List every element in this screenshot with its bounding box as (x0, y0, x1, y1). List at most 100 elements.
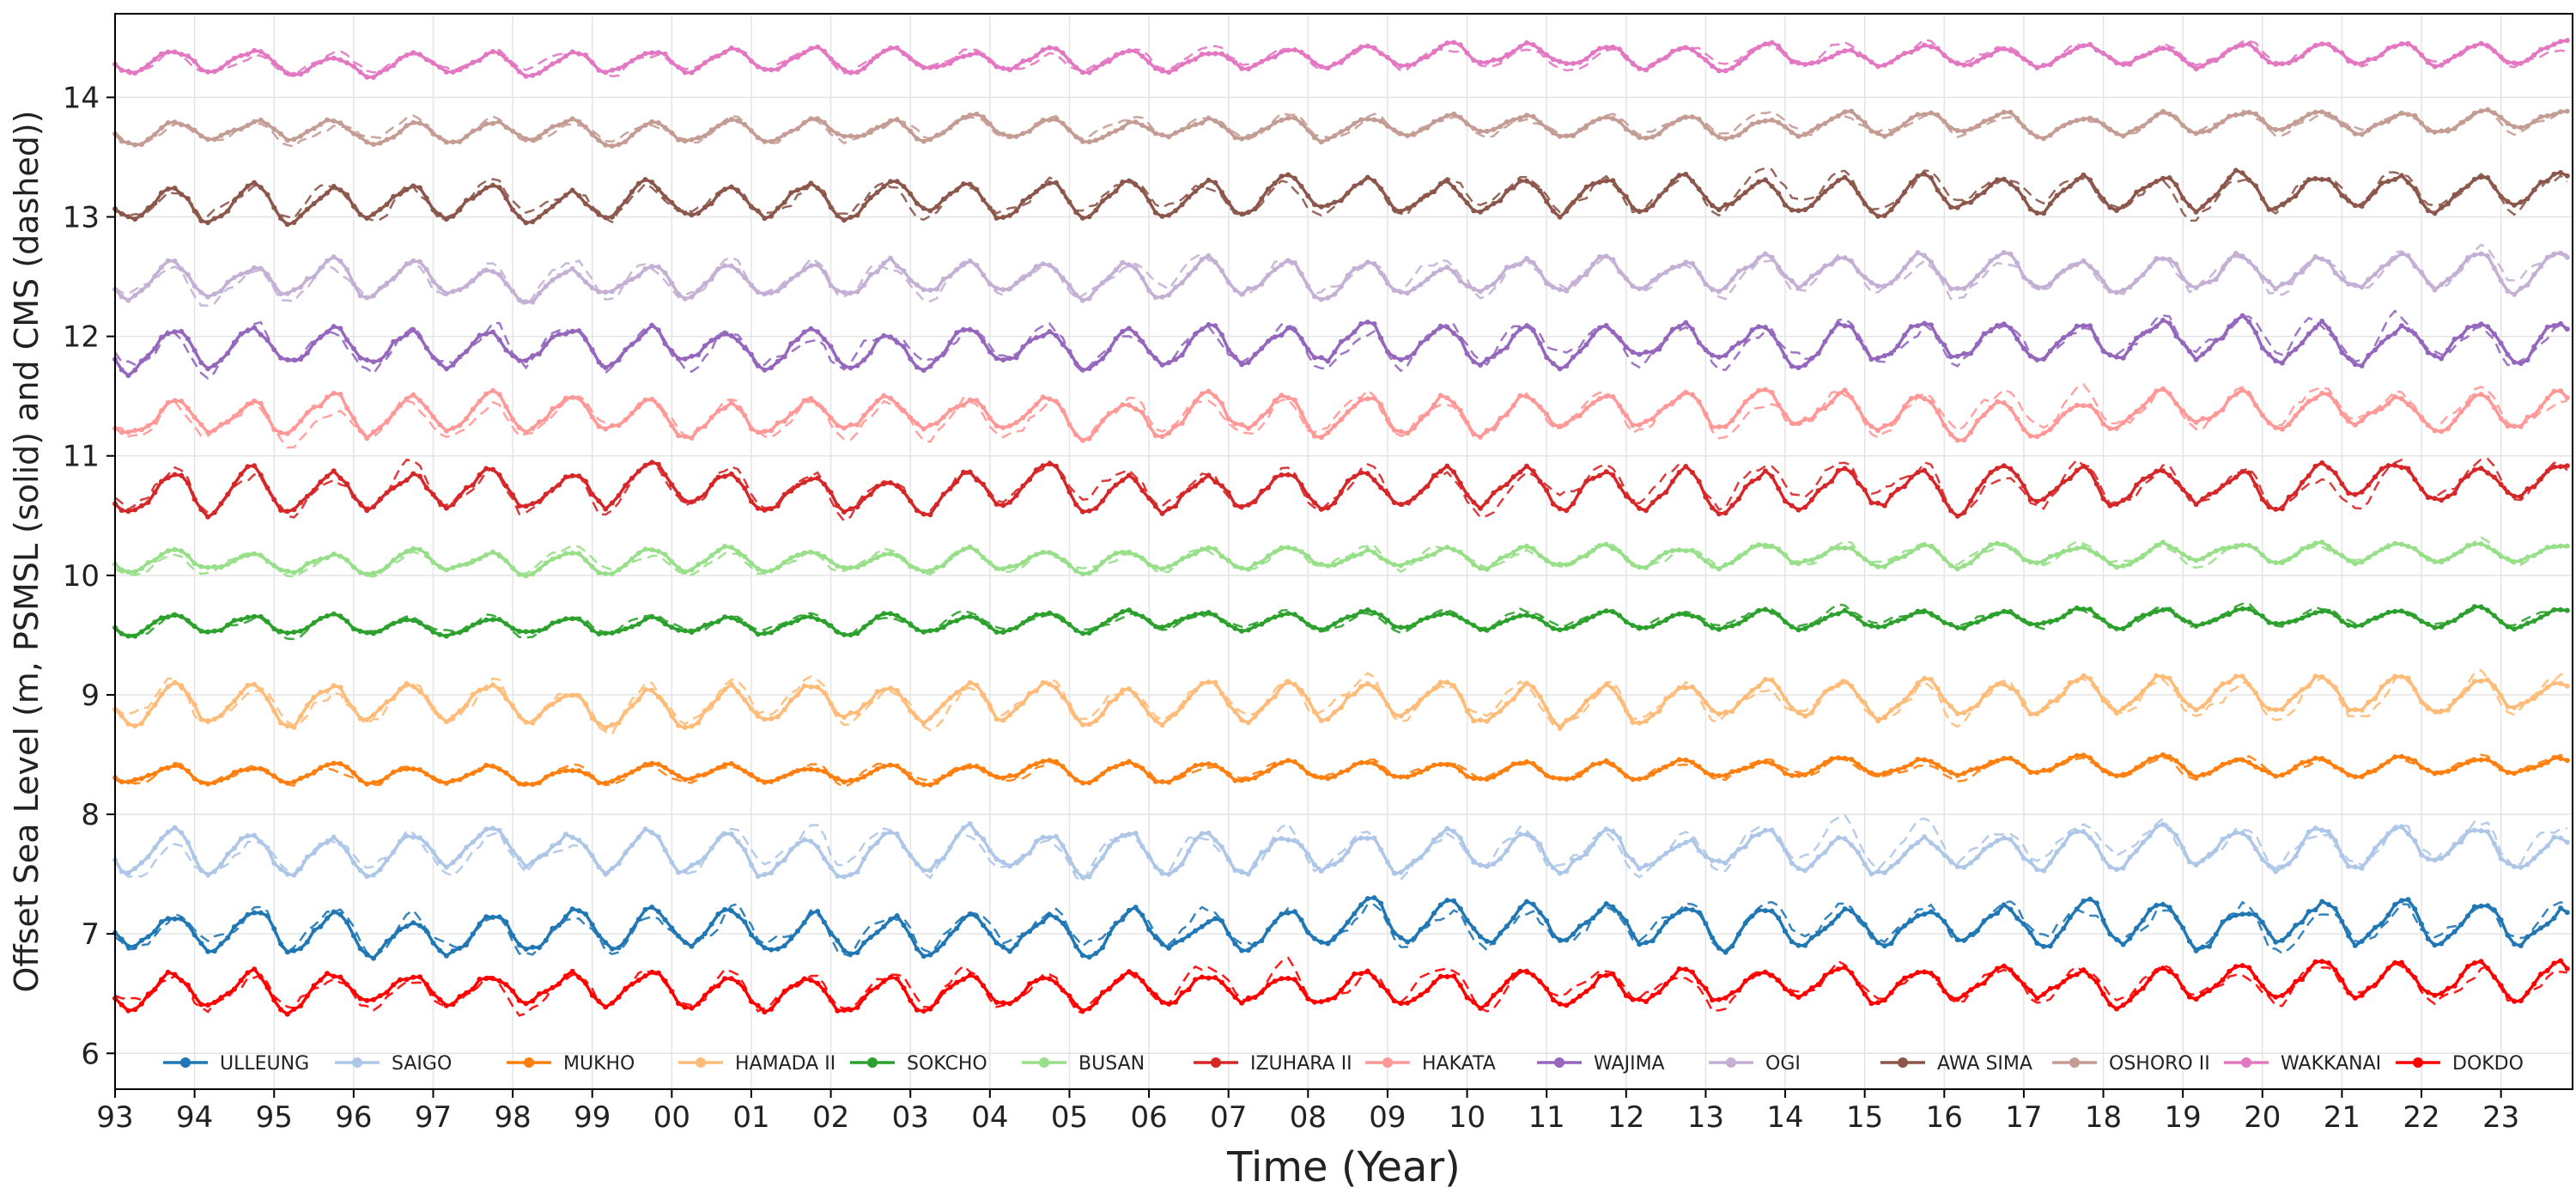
data-point (278, 720, 283, 726)
data-point (410, 684, 416, 690)
data-point (2551, 544, 2557, 550)
data-point (450, 213, 456, 219)
data-point (543, 283, 549, 289)
data-point (350, 626, 356, 632)
data-point (1577, 620, 1583, 625)
data-point (1537, 404, 1543, 410)
data-point (258, 49, 264, 55)
data-point (152, 273, 158, 279)
data-point (311, 404, 317, 410)
data-point (1928, 840, 1934, 846)
data-point (258, 117, 264, 123)
data-point (1610, 685, 1616, 691)
data-point (1279, 118, 1285, 123)
data-point (1378, 484, 1384, 490)
data-point (2512, 626, 2518, 632)
series-line-cms (113, 813, 2567, 883)
data-point (1411, 286, 1417, 292)
data-point (1279, 393, 1285, 399)
data-point (1922, 396, 1928, 402)
data-point (252, 551, 258, 557)
data-point (397, 269, 403, 274)
data-point (795, 768, 800, 774)
data-point (391, 850, 397, 855)
data-point (450, 425, 456, 431)
data-point (655, 616, 661, 622)
data-point (2485, 395, 2491, 401)
data-point (2398, 898, 2404, 904)
data-point (669, 348, 675, 354)
data-point (1856, 52, 1861, 58)
data-point (576, 272, 582, 278)
data-point (2239, 111, 2245, 117)
data-point (603, 289, 609, 295)
data-point (1742, 338, 1748, 344)
data-point (1384, 859, 1390, 865)
data-point (2300, 841, 2306, 847)
data-point (391, 696, 397, 701)
data-point (682, 138, 688, 144)
data-point (337, 187, 343, 193)
data-point (1252, 714, 1258, 720)
data-point (325, 916, 330, 921)
data-point (1166, 945, 1172, 951)
data-point (1544, 487, 1550, 493)
data-point (1862, 556, 1868, 562)
data-point (384, 66, 390, 72)
data-point (2140, 476, 2146, 482)
data-point (1498, 856, 1504, 862)
data-point (225, 419, 231, 425)
data-point (888, 551, 894, 557)
data-point (225, 130, 231, 136)
data-point (781, 131, 787, 137)
data-point (1856, 693, 1861, 699)
data-point (1464, 200, 1470, 206)
data-point (1000, 131, 1006, 137)
data-point (1126, 607, 1132, 613)
data-point (2286, 931, 2292, 937)
data-point (1537, 269, 1543, 275)
data-point (1862, 922, 1868, 928)
data-point (795, 337, 800, 343)
data-point (1431, 329, 1437, 335)
data-point (901, 923, 907, 929)
data-point (1186, 848, 1192, 854)
data-point (2233, 673, 2239, 679)
data-point (1054, 46, 1059, 52)
data-point (708, 845, 714, 851)
data-point (1451, 469, 1457, 475)
data-point (888, 118, 894, 124)
data-point (1571, 133, 1577, 139)
data-point (1974, 855, 1980, 860)
data-point (470, 195, 476, 201)
data-point (1802, 942, 1808, 948)
data-point (417, 334, 422, 340)
data-point (1948, 622, 1953, 627)
data-point (1663, 850, 1669, 856)
data-point (2439, 204, 2445, 210)
data-point (1491, 281, 1497, 287)
data-point (2233, 474, 2239, 480)
data-point (894, 552, 900, 558)
data-point (2412, 331, 2418, 337)
data-point (1571, 624, 1577, 630)
data-point (2485, 107, 2491, 113)
data-point (1047, 681, 1053, 687)
data-point (264, 984, 270, 990)
data-point (490, 329, 495, 335)
data-point (589, 922, 595, 928)
data-point (2564, 683, 2570, 689)
data-point (2319, 539, 2325, 545)
data-point (961, 326, 966, 332)
data-point (1093, 505, 1099, 511)
data-point (523, 220, 529, 226)
data-point (2439, 708, 2445, 714)
data-point (371, 359, 376, 365)
data-point (981, 405, 987, 411)
data-point (264, 413, 270, 419)
data-point (967, 113, 973, 118)
data-point (795, 483, 800, 489)
data-point (1517, 115, 1523, 121)
data-point (1590, 693, 1596, 699)
data-point (1504, 553, 1510, 559)
